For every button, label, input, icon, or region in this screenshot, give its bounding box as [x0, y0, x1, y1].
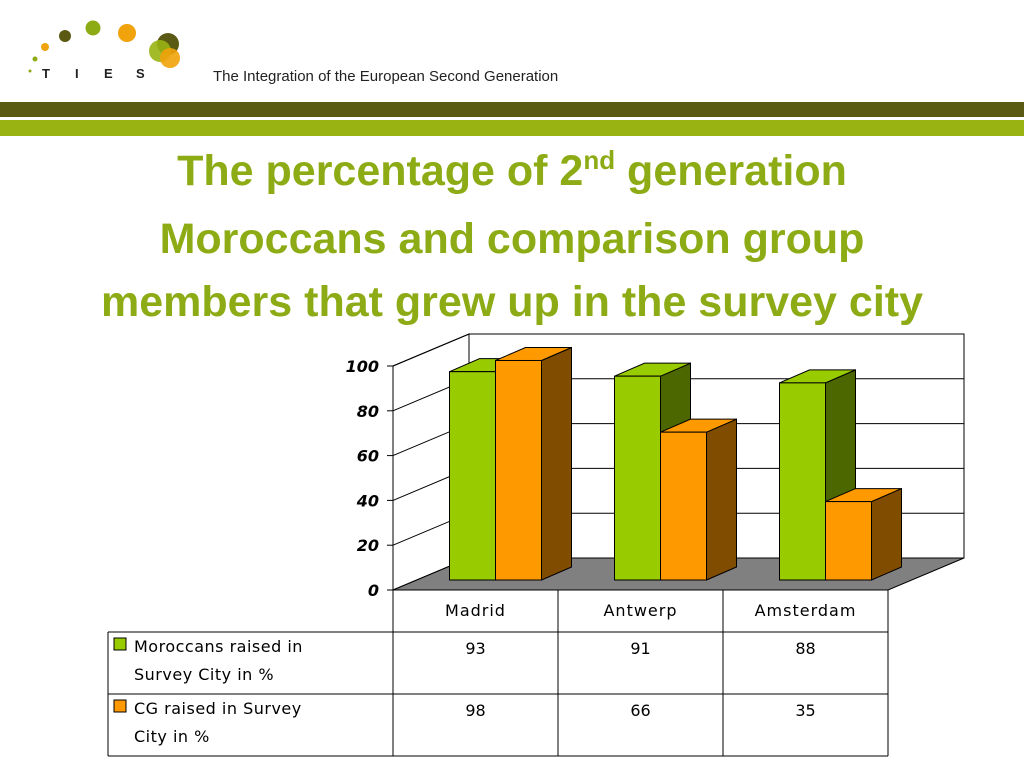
title-line-1: The percentage of 2nd generation: [0, 140, 1024, 208]
gridline: [392, 333, 964, 367]
logo-dot: [32, 56, 38, 62]
bar-side: [871, 487, 902, 581]
y-tick-label: 100: [346, 357, 379, 376]
header-band-dark: [0, 102, 1024, 117]
legend-swatch: [113, 637, 127, 651]
logo-dot: [28, 69, 32, 73]
logo-dot: [160, 48, 180, 68]
bar-side: [541, 346, 572, 581]
data-value-cell: 88: [795, 639, 815, 658]
y-tick-label: 40: [356, 491, 379, 510]
title-line-2: Moroccans and comparison group: [159, 215, 865, 263]
data-value-cell: 93: [465, 639, 485, 658]
logo-letter-e: E: [104, 66, 113, 81]
bar: [495, 359, 542, 581]
slide-title: The percentage of 2nd generation Morocca…: [0, 140, 1024, 334]
title-superscript: nd: [583, 145, 616, 175]
logo-letter-t: T: [42, 66, 50, 81]
logo-dot: [41, 43, 49, 51]
logo-dot: [118, 24, 136, 42]
category-label: Madrid: [445, 601, 506, 620]
bar: [660, 431, 707, 581]
data-value-cell: 66: [630, 701, 650, 720]
logo-dot: [85, 20, 101, 36]
data-value-cell: 91: [630, 639, 650, 658]
category-label: Amsterdam: [755, 601, 857, 620]
legend-swatch: [113, 699, 127, 713]
ties-logo: [28, 20, 180, 73]
bar: [614, 375, 661, 581]
title-line-3: members that grew up in the survey city: [100, 278, 924, 326]
category-label: Antwerp: [603, 601, 677, 620]
bar: [825, 501, 872, 581]
y-tick-label: 0: [368, 581, 379, 600]
title-part-1: The percentage of 2: [177, 147, 584, 195]
logo-letter-s: S: [136, 66, 145, 81]
bar: [779, 382, 826, 581]
header-band-light: [0, 120, 1024, 136]
header-tagline: The Integration of the European Second G…: [213, 68, 559, 85]
data-value-cell: 98: [465, 701, 485, 720]
logo-letter-i: I: [75, 66, 79, 81]
series-label: Moroccans raised in Survey City in %: [134, 637, 303, 684]
bar-side: [706, 418, 737, 581]
y-tick-label: 60: [357, 447, 379, 466]
y-tick-label: 20: [357, 536, 379, 555]
title-part-2: generation: [615, 147, 847, 195]
logo-dot: [59, 30, 71, 42]
series-label: CG raised in Survey City in %: [134, 699, 302, 746]
bar: [449, 371, 496, 581]
y-tick-label: 80: [357, 402, 379, 421]
data-value-cell: 35: [795, 701, 815, 720]
